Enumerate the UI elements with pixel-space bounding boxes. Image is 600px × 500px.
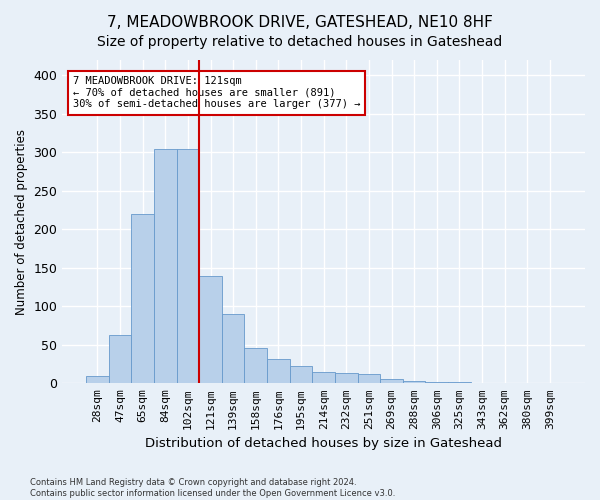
Bar: [131, 214, 154, 384]
Bar: [471, 382, 493, 384]
Bar: [290, 366, 313, 384]
Y-axis label: Number of detached properties: Number of detached properties: [15, 128, 28, 314]
Bar: [448, 382, 471, 384]
Text: Contains HM Land Registry data © Crown copyright and database right 2024.
Contai: Contains HM Land Registry data © Crown c…: [30, 478, 395, 498]
Bar: [493, 382, 516, 384]
Bar: [516, 382, 539, 384]
Bar: [267, 358, 290, 384]
Bar: [222, 314, 244, 384]
Bar: [244, 348, 267, 384]
Text: Size of property relative to detached houses in Gateshead: Size of property relative to detached ho…: [97, 35, 503, 49]
Text: 7, MEADOWBROOK DRIVE, GATESHEAD, NE10 8HF: 7, MEADOWBROOK DRIVE, GATESHEAD, NE10 8H…: [107, 15, 493, 30]
Bar: [313, 372, 335, 384]
Bar: [199, 276, 222, 384]
Text: 7 MEADOWBROOK DRIVE: 121sqm
← 70% of detached houses are smaller (891)
30% of se: 7 MEADOWBROOK DRIVE: 121sqm ← 70% of det…: [73, 76, 360, 110]
Bar: [154, 148, 176, 384]
Bar: [335, 372, 358, 384]
Bar: [425, 382, 448, 384]
Bar: [380, 380, 403, 384]
Bar: [539, 382, 561, 384]
X-axis label: Distribution of detached houses by size in Gateshead: Distribution of detached houses by size …: [145, 437, 502, 450]
Bar: [109, 335, 131, 384]
Bar: [358, 374, 380, 384]
Bar: [86, 376, 109, 384]
Bar: [176, 148, 199, 384]
Bar: [403, 381, 425, 384]
